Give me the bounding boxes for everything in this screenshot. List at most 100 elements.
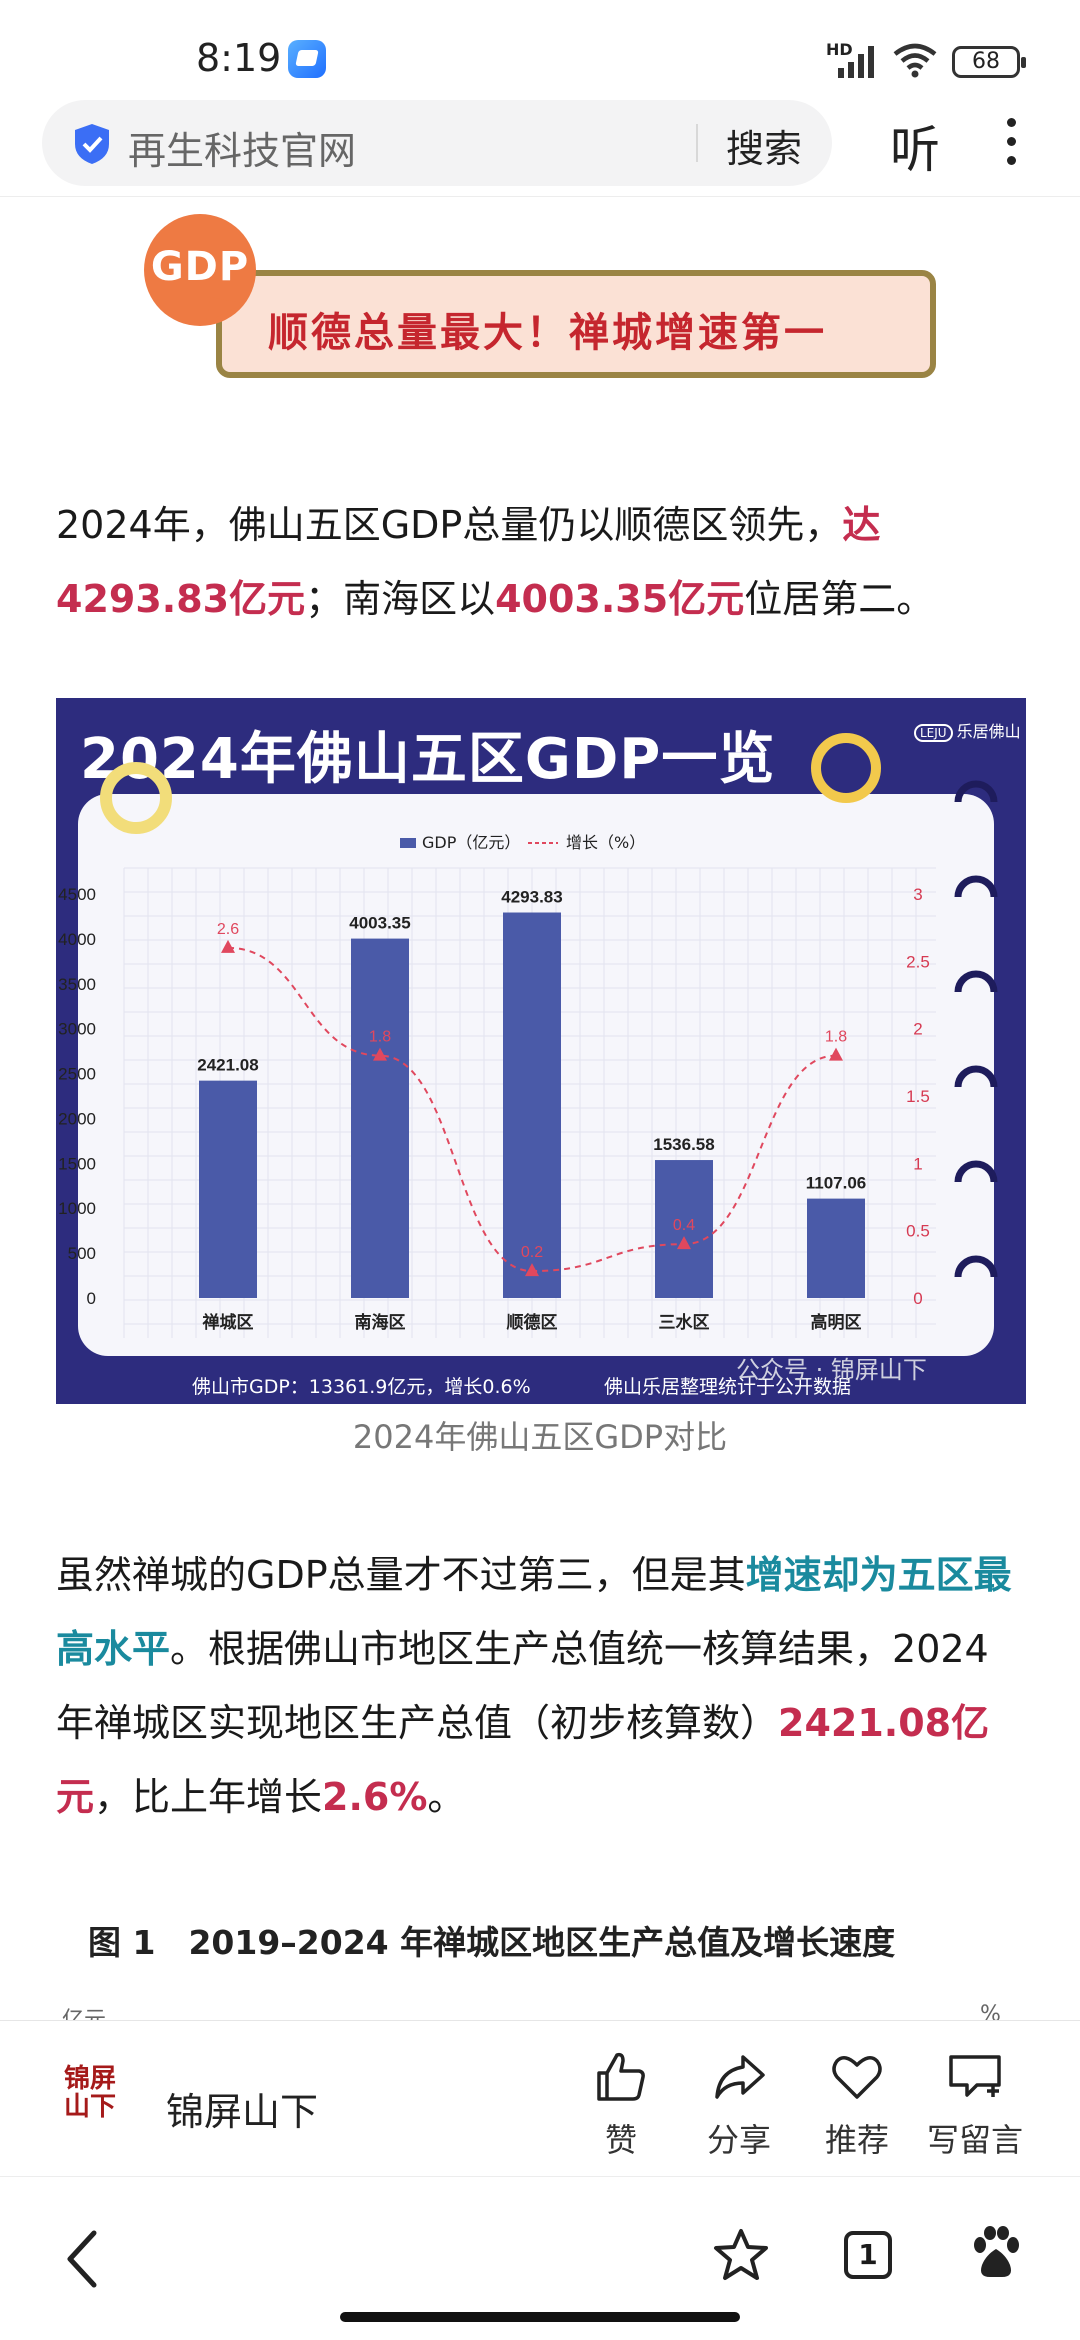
growth-point (525, 1263, 539, 1277)
text: 。根据佛山市地区生产总值统一核算结果，2024年禅城区实现地区生产总值（初步核算… (56, 1627, 989, 1745)
growth-value-label: 1.8 (825, 1029, 847, 1046)
gdp-badge: GDP (144, 214, 256, 326)
growth-point (677, 1236, 691, 1250)
text: 2024年，佛山五区GDP总量仍以顺德区领先， (56, 503, 843, 547)
like-label: 赞 (604, 2121, 637, 2159)
tabs-count-button[interactable]: 1 (844, 2231, 892, 2279)
search-button[interactable]: 搜索 (726, 127, 803, 171)
x-tick-label: 禅城区 (202, 1312, 254, 1333)
more-icon[interactable] (1005, 118, 1017, 166)
recommend-button[interactable]: 推荐 (802, 2049, 912, 2161)
binding-ring (954, 780, 998, 803)
status-time: 8:19 (196, 36, 282, 80)
decor-circle (811, 733, 881, 803)
y-left-tick-label: 3500 (58, 975, 96, 994)
growth-value-label: 0.4 (673, 1217, 695, 1234)
x-tick-label: 三水区 (659, 1312, 710, 1333)
gdp-badge-label: GDP (150, 244, 250, 290)
comment-icon (949, 2055, 1001, 2097)
author-bar: 锦屏山下 锦屏山下 赞 分享 推荐 写留言 (0, 2020, 1080, 2176)
logo-badge: LEJU (914, 724, 953, 742)
bar-value-label: 4003.35 (349, 914, 410, 933)
logo-text: 乐居佛山 (956, 722, 1021, 741)
y-left-tick-label: 1000 (58, 1199, 96, 1218)
y-left-tick-label: 4000 (58, 930, 96, 949)
binding-ring (954, 875, 998, 898)
gdp-chart-image[interactable]: 2024年佛山五区GDP一览 LEJU 乐居佛山 0 500 1000 1500 2000… (56, 698, 1026, 1404)
y-right-tick-label: 2 (913, 1020, 922, 1039)
recommend-label: 推荐 (824, 2121, 889, 2159)
binding-ring (954, 970, 998, 993)
text: 位居第二。 (744, 577, 935, 621)
paragraph-2: 虽然禅城的GDP总量才不过第三，但是其增速却为五区最高水平。根据佛山市地区生产总… (56, 1538, 1026, 1834)
y-right-tick-label: 2.5 (906, 952, 930, 971)
status-bar: 8:19 HD 68 (0, 0, 1080, 96)
chart-title: 2024年佛山五区GDP一览 (80, 727, 776, 792)
listen-button[interactable]: 听 (890, 121, 940, 179)
highlight: 2.6% (322, 1775, 428, 1819)
author-avatar[interactable]: 锦屏山下 (64, 2064, 117, 2122)
growth-value-label: 2.6 (217, 921, 239, 938)
bar (655, 1160, 713, 1298)
chart-caption: 2024年佛山五区GDP对比 (352, 1418, 728, 1456)
binding-ring (954, 1255, 998, 1278)
y-left-tick-label: 4500 (58, 885, 96, 904)
baidu-paw-icon[interactable] (970, 2225, 1022, 2281)
search-divider (696, 124, 698, 162)
shield-icon (75, 124, 109, 164)
network-type: HD (826, 40, 853, 59)
legend-label-growth: 增长（%） (566, 833, 645, 852)
y-left-tick-label: 3000 (58, 1020, 96, 1039)
banner-title: 顺德总量最大！禅城增速第一 (268, 310, 827, 356)
y-left-tick-label: 500 (68, 1244, 96, 1263)
paragraph-1: 2024年，佛山五区GDP总量仍以顺德区领先，达4293.83亿元；南海区以40… (56, 488, 1026, 636)
binding-ring (954, 1160, 998, 1183)
thumbs-up-icon (597, 2052, 645, 2101)
highlight: 2421.08亿元 (56, 1701, 990, 1819)
back-icon[interactable] (62, 2229, 102, 2289)
x-tick-label: 高明区 (811, 1312, 862, 1333)
bar (503, 912, 561, 1298)
y-left-tick-label: 1500 (58, 1154, 96, 1173)
y-right-tick-label: 1.5 (906, 1087, 930, 1106)
chart-footer-left: 佛山市GDP：13361.9亿元，增长0.6% (192, 1376, 531, 1398)
heart-icon (832, 2056, 882, 2099)
share-button[interactable]: 分享 (684, 2049, 794, 2161)
nav-divider (0, 2176, 1080, 2177)
chart-logo: LEJU 乐居佛山 (914, 718, 1021, 742)
text: ，比上年增长 (94, 1775, 323, 1819)
share-icon (715, 2055, 765, 2099)
highlight: 4003.35亿元 (495, 577, 745, 621)
bar (351, 938, 409, 1298)
binding-ring (954, 1065, 998, 1088)
comment-label: 写留言 (926, 2121, 1023, 2159)
favorite-star-icon[interactable] (712, 2227, 770, 2283)
like-button[interactable]: 赞 (566, 2049, 676, 2161)
bar-value-label: 1536.58 (653, 1135, 714, 1154)
text: 。 (427, 1775, 466, 1819)
home-indicator[interactable] (340, 2312, 740, 2322)
site-name[interactable]: 再生科技官网 (128, 129, 357, 173)
x-tick-label: 顺德区 (507, 1312, 558, 1333)
legend-swatch-gdp (400, 838, 416, 848)
comment-button[interactable]: 写留言 (920, 2049, 1030, 2161)
text: ；南海区以 (305, 577, 496, 621)
author-name[interactable]: 锦屏山下 (166, 2090, 319, 2134)
wifi-icon (893, 43, 937, 78)
y-right-tick-label: 0 (913, 1289, 922, 1308)
highlight: 达4293.83亿元 (56, 503, 881, 621)
growth-point (221, 939, 235, 953)
chart-svg: 0 500 1000 1500 2000 2500 3000 3500 4000 4500 0 0.5… (58, 733, 998, 1338)
growth-point (829, 1047, 843, 1061)
legend-label-gdp: GDP（亿元） (422, 833, 520, 852)
watermark: 公众号 · 锦屏山下 (736, 1356, 927, 1384)
growth-line (227, 946, 837, 1273)
bar (199, 1080, 257, 1298)
battery-icon: 68 (952, 46, 1026, 78)
address-bar[interactable]: 再生科技官网 搜索 (42, 100, 832, 186)
header-divider (0, 196, 1080, 197)
highlight: 增速却为五区最高水平 (56, 1553, 1012, 1671)
growth-point (373, 1047, 387, 1061)
figure-1-title: 图 1 2019–2024 年禅城区地区生产总值及增长速度 (88, 1923, 896, 1962)
chart-footer-right: 佛山乐居整理统计于公开数据 (604, 1376, 852, 1398)
